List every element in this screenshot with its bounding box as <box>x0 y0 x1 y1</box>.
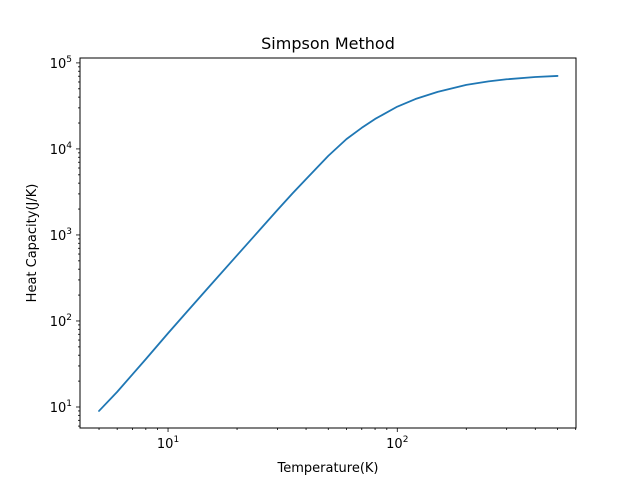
y-tick-label: 104 <box>50 141 73 158</box>
y-tick-label: 105 <box>50 55 72 72</box>
x-tick-label: 101 <box>157 435 179 452</box>
x-axis-label: Temperature(K) <box>276 461 378 476</box>
series-line-0 <box>98 75 559 412</box>
y-tick-label: 101 <box>50 399 72 416</box>
y-axis-label: Heat Capacity(J/K) <box>25 184 40 303</box>
y-tick-label: 102 <box>50 313 72 330</box>
chart-title: Simpson Method <box>261 34 395 53</box>
x-tick-label: 102 <box>386 435 408 452</box>
axes-frame <box>79 57 577 429</box>
y-tick-label: 103 <box>50 227 72 244</box>
